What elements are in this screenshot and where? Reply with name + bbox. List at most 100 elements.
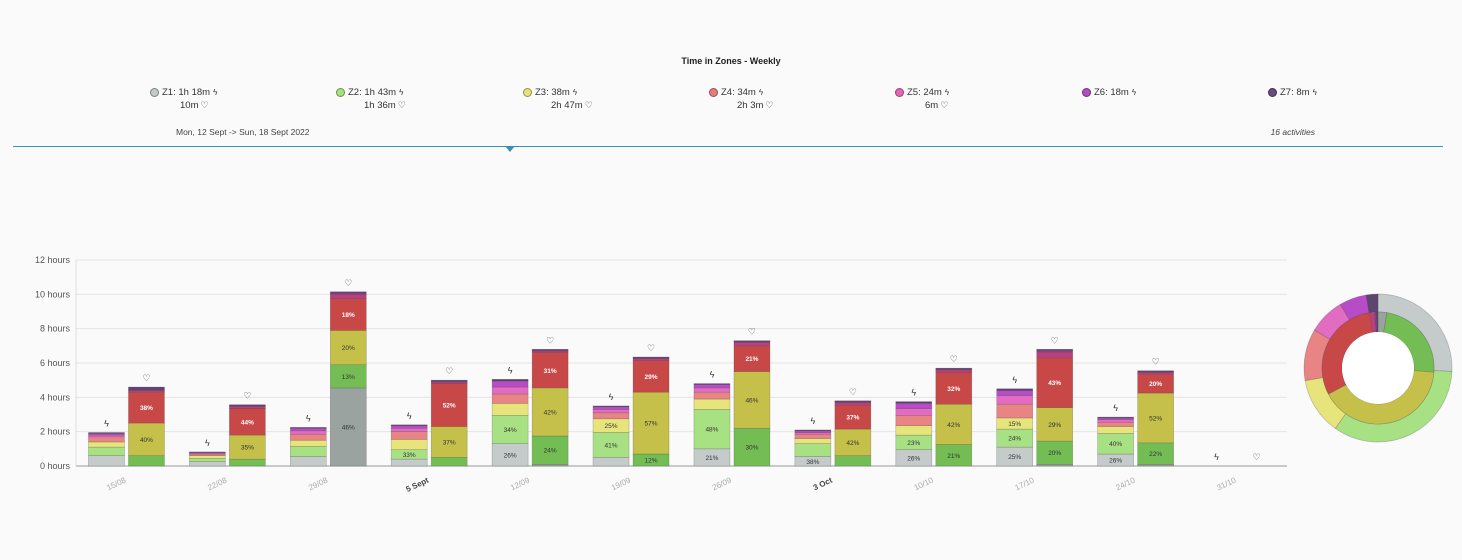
zone-power-time: Z5: 24m <box>907 87 942 98</box>
bar-segment <box>189 455 226 459</box>
bar-segment <box>895 401 933 404</box>
bar-segment <box>1036 351 1074 359</box>
heart-icon: ♡ <box>748 327 756 337</box>
zone-legend-item: Z1: 1h 18m ϟ 10m ♡ <box>150 86 217 112</box>
bar-segment <box>390 449 428 460</box>
bar-segment <box>733 427 771 467</box>
bar-segment <box>693 398 731 410</box>
heart-icon: ♡ <box>445 366 453 376</box>
bar-segment <box>592 406 630 410</box>
bar-percent-label: 43% <box>1048 380 1061 387</box>
x-tick-label: 26/09 <box>711 475 733 492</box>
bar-segment <box>1097 419 1134 423</box>
zone-color-dot <box>523 88 532 97</box>
zone-legend-item: Z6: 18m ϟ <box>1082 86 1136 99</box>
date-range: Mon, 12 Sept -> Sun, 18 Sept 2022 <box>176 127 310 137</box>
bar-percent-label: 40% <box>140 437 153 444</box>
zone-legend-item: Z4: 34m ϟ 2h 3m ♡ <box>709 86 773 112</box>
bar-percent-label: 41% <box>605 442 618 449</box>
bar-percent-label: 52% <box>1149 415 1162 422</box>
bar-percent-label: 44% <box>241 419 254 426</box>
bar-segment <box>834 400 872 402</box>
bar-percent-label: 48% <box>705 427 718 434</box>
bar-percent-label: 34% <box>504 427 517 434</box>
bar-percent-label: 32% <box>947 386 960 393</box>
heart-icon: ♡ <box>1051 335 1059 345</box>
bar-segment <box>834 455 872 467</box>
power-icon: ϟ <box>399 88 404 97</box>
power-icon: ϟ <box>609 392 614 402</box>
bar-percent-label: 13% <box>342 374 355 381</box>
bar-segment <box>895 415 933 426</box>
power-icon: ϟ <box>572 88 578 97</box>
bar-segment <box>733 345 771 372</box>
bar-segment <box>531 435 569 465</box>
bar-segment <box>289 430 327 435</box>
bar-segment <box>592 432 630 458</box>
bar-segment <box>390 425 428 429</box>
bar-segment <box>189 457 226 463</box>
bar-percent-label: 38% <box>806 459 819 466</box>
bar-segment <box>1137 370 1174 372</box>
bar-segment <box>996 428 1034 448</box>
bar-segment <box>229 406 266 409</box>
power-icon: ϟ <box>911 388 916 398</box>
bar-segment <box>390 424 428 426</box>
bar-percent-label: 38% <box>140 405 153 412</box>
bar-segment <box>794 443 832 457</box>
power-icon: ϟ <box>1012 375 1017 385</box>
chart-title: Time in Zones - Weekly <box>681 56 781 66</box>
bar-segment <box>693 387 731 393</box>
bar-percent-label: 23% <box>907 440 920 447</box>
bar-segment <box>531 387 569 437</box>
heart-icon: ♡ <box>243 391 251 401</box>
bar-segment <box>491 403 529 416</box>
bar-segment <box>592 405 630 408</box>
x-tick-label: 31/10 <box>1215 475 1237 492</box>
bar-segment <box>128 386 165 390</box>
activities-count: 16 activities <box>1270 127 1315 137</box>
bar-percent-label: 20% <box>1048 450 1061 457</box>
bar-segment <box>632 453 670 467</box>
bar-percent-label: 40% <box>1109 441 1122 448</box>
x-tick-label: 24/10 <box>1115 475 1137 492</box>
heart-icon: ♡ <box>344 278 352 288</box>
selection-marker[interactable] <box>505 146 515 152</box>
zone-power-time: Z4: 34m <box>721 87 756 98</box>
bar-segment <box>834 402 872 406</box>
bar-segment <box>996 395 1034 405</box>
x-tick-label: 17/10 <box>1014 475 1036 492</box>
zone-hr-time: 1h 36m <box>364 100 396 111</box>
power-icon: ϟ <box>407 411 412 421</box>
bar-segment <box>895 425 933 436</box>
bar-segment <box>88 446 125 457</box>
selection-line <box>13 146 1443 147</box>
bar-percent-label: 33% <box>403 452 416 459</box>
bar-percent-label: 26% <box>1109 457 1122 464</box>
bar-segment <box>491 380 529 388</box>
bar-segment <box>289 439 327 447</box>
bar-segment <box>329 294 367 299</box>
bar-percent-label: 46% <box>342 424 355 431</box>
zone-hr-time: 2h 3m <box>737 100 764 111</box>
zone-legend-item: Z7: 8m ϟ <box>1268 86 1317 99</box>
heart-icon: ♡ <box>200 100 209 110</box>
bar-segment <box>491 379 529 382</box>
x-tick-label: 12/09 <box>509 475 531 492</box>
y-tick-label: 12 hours <box>35 255 71 265</box>
bar-segment <box>895 403 933 409</box>
zone-hr-time: 10m <box>180 100 199 111</box>
bar-segment <box>88 455 125 467</box>
zone-color-dot <box>895 88 904 97</box>
bar-segment <box>996 388 1034 391</box>
bar-percent-label: 31% <box>544 368 557 375</box>
bar-segment <box>329 298 367 331</box>
bar-segment <box>1036 407 1074 442</box>
bar-segment <box>996 390 1034 396</box>
bar-percent-label: 18% <box>342 312 355 319</box>
zone-color-dot <box>1082 88 1091 97</box>
bar-segment <box>88 441 125 448</box>
bar-segment <box>1097 416 1134 419</box>
bar-segment <box>229 434 266 460</box>
